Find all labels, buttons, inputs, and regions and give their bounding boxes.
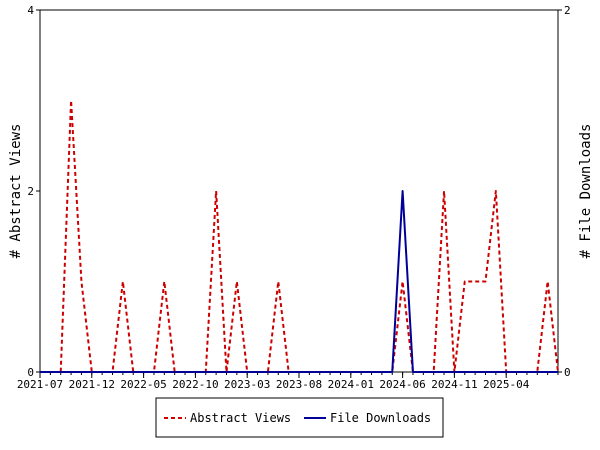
x-tick-label: 2023-03 (224, 378, 270, 391)
series-group (40, 99, 559, 373)
series-line-file-downloads (40, 190, 558, 373)
x-tick-label: 2024-06 (379, 378, 425, 391)
legend-label-abstract-views: Abstract Views (190, 411, 291, 425)
y-axis-left-title: # Abstract Views (8, 124, 24, 259)
x-tick-label: 2024-01 (328, 378, 374, 391)
x-tick-label: 2022-05 (120, 378, 166, 391)
x-tick-label: 2025-04 (483, 378, 530, 391)
legend: Abstract Views File Downloads (155, 397, 444, 438)
x-tick-label: 2024-11 (431, 378, 477, 391)
legend-label-file-downloads: File Downloads (330, 411, 431, 425)
y-right-tick-label: 2 (564, 4, 571, 17)
x-tick-label: 2022-10 (172, 378, 218, 391)
y-left-tick-label: 0 (27, 366, 34, 379)
y-left-tick-label: 4 (27, 4, 34, 17)
x-tick-label: 2023-08 (276, 378, 322, 391)
x-tick-label: 2021-12 (69, 378, 115, 391)
legend-box (155, 397, 444, 438)
axis-ticks: 0 2 4 0 2 2021-07 2021-12 2022-05 2022-10 2023-03… (17, 4, 571, 391)
y-right-tick-label: 0 (564, 366, 571, 379)
x-tick-label: 2021-07 (17, 378, 63, 391)
plot-area (39, 9, 559, 373)
y-axis-right-title: # File Downloads (578, 124, 594, 259)
y-left-tick-label: 2 (27, 185, 34, 198)
